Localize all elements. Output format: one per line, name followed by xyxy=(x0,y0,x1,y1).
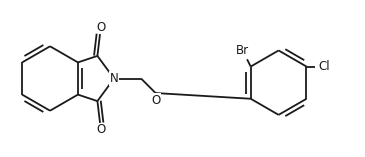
Text: O: O xyxy=(96,123,106,136)
Text: O: O xyxy=(96,21,106,34)
Text: N: N xyxy=(110,72,118,85)
Text: Cl: Cl xyxy=(318,60,330,73)
Text: Br: Br xyxy=(237,44,249,57)
Text: O: O xyxy=(151,94,160,107)
